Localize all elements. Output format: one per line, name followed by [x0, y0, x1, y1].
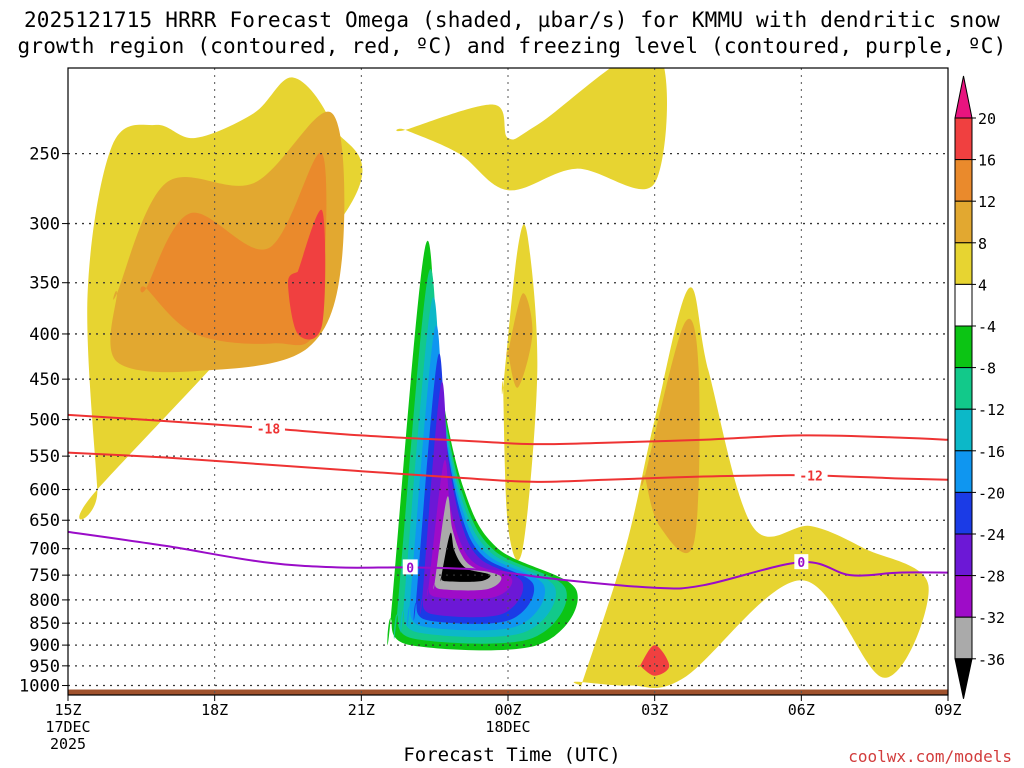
colorbar-label: -4: [978, 318, 996, 336]
colorbar-min-arrow: [954, 658, 973, 699]
colorbar: 20 16 12 8 4 -4 -8 -12 -16 -20 -24 -28 -32 -36: [954, 75, 1005, 699]
y-tick-label: 400: [29, 325, 60, 345]
y-tick-label: 300: [29, 215, 60, 235]
center-rising-motion: [506, 293, 533, 388]
colorbar-label: -24: [978, 526, 1005, 544]
contour-label-bg: [794, 467, 828, 483]
y-tick-label: 700: [29, 540, 60, 560]
x-tick-label: 00Z: [494, 701, 521, 719]
colorbar-bin: [954, 575, 973, 618]
y-tick-label: 800: [29, 591, 60, 611]
colorbar-label: 8: [978, 235, 987, 253]
colorbar-bin: [954, 491, 973, 535]
y-tick-label: 250: [29, 145, 60, 165]
colorbar-label: -16: [978, 443, 1005, 461]
colorbar-label: 20: [978, 110, 996, 128]
colorbar-bin: [954, 200, 973, 244]
upper-left-rising-motion: [140, 152, 327, 346]
y-tick-label: 850: [29, 614, 60, 634]
colorbar-label: -20: [978, 484, 1005, 502]
lower-right-rising-motion: [638, 645, 670, 676]
colorbar-bin: [954, 159, 973, 202]
x-tick-label: 18DEC: [485, 718, 530, 736]
colorbar-bin: [954, 450, 973, 493]
colorbar-bin: [954, 325, 973, 369]
y-tick-label: 900: [29, 636, 60, 656]
colorbar-label: 16: [978, 152, 996, 170]
y-tick-label: 650: [29, 511, 60, 531]
freezing-level-contour: [67, 530, 949, 590]
x-tick-label: 03Z: [641, 701, 668, 719]
contour-label-bg: [402, 559, 418, 575]
y-tick-label: 450: [29, 370, 60, 390]
colorbar-bin: [954, 616, 973, 660]
x-tick-label: 21Z: [348, 701, 375, 719]
credit-text: coolwx.com/models: [848, 747, 1012, 766]
contour-label: -18: [257, 422, 281, 437]
colorbar-bin: [954, 408, 973, 452]
x-tick-label: 06Z: [788, 701, 815, 719]
colorbar-bin: [954, 367, 973, 410]
contour-label: 0: [797, 556, 805, 571]
colorbar-bin: [954, 242, 973, 285]
colorbar-bin: [954, 117, 973, 161]
colorbar-label: -12: [978, 401, 1005, 419]
colorbar-label: -36: [978, 651, 1005, 669]
colorbar-label: -8: [978, 360, 996, 378]
x-tick-label: 09Z: [934, 701, 961, 719]
lower-right-rising-motion: [573, 287, 929, 695]
colorbar-bin: [954, 533, 973, 577]
center-rising-motion: [501, 224, 538, 561]
y-tick-label: 550: [29, 447, 60, 467]
chart-title-line-2: growth region (contoured, red, ºC) and f…: [17, 34, 1007, 58]
y-tick-label: 350: [29, 274, 60, 294]
colorbar-label: 4: [978, 276, 987, 294]
y-tick-label: 750: [29, 566, 60, 586]
axes: 2503003504004505005506006507007508008509…: [19, 67, 962, 753]
contour-label-bg: [251, 420, 285, 436]
upper-left-rising-motion: [396, 68, 668, 191]
x-tick-label: 17DEC: [45, 718, 90, 736]
y-tick-label: 600: [29, 481, 60, 501]
center-sinking-motion: [440, 532, 491, 582]
colorbar-max-arrow: [954, 75, 973, 119]
contour-label: -12: [799, 470, 822, 485]
omega-shading: [68, 68, 948, 695]
contour-label-bg: [794, 554, 809, 570]
y-tick-label: 500: [29, 411, 60, 431]
colorbar-label: -28: [978, 568, 1005, 586]
lower-right-rising-motion: [641, 318, 700, 554]
y-tick-label: 1000: [19, 677, 60, 697]
upper-left-rising-motion: [288, 209, 326, 340]
colorbar-label: 12: [978, 193, 996, 211]
dendritic-contour-minus18: [67, 413, 949, 446]
contour-label: 0: [406, 561, 414, 576]
x-tick-label: 2025: [50, 735, 86, 753]
y-tick-label: 950: [29, 657, 60, 677]
temperature-contours: -18 -12 0 0: [67, 413, 949, 590]
chart-title-line-1: 2025121715 HRRR Forecast Omega (shaded, …: [23, 8, 1001, 32]
x-axis-label: Forecast Time (UTC): [403, 744, 621, 766]
colorbar-bin: [954, 283, 973, 327]
x-tick-label: 18Z: [201, 701, 228, 719]
colorbar-label: -32: [978, 609, 1005, 627]
x-tick-label: 15Z: [54, 701, 81, 719]
